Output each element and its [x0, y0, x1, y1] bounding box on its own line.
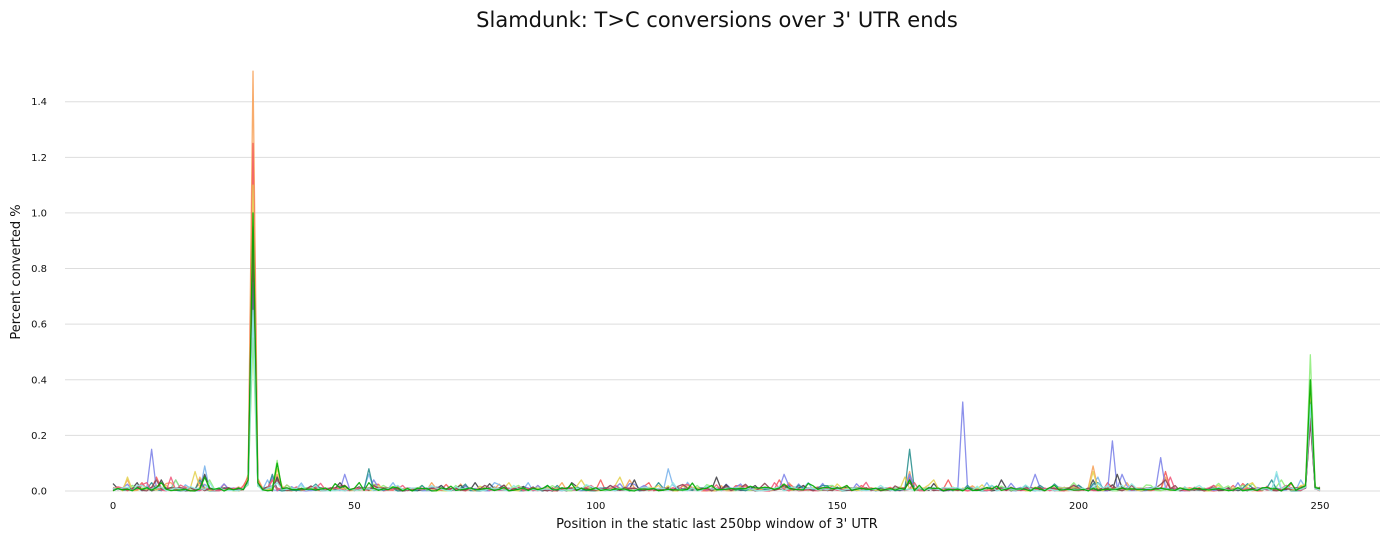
- series-line: [112, 309, 1321, 492]
- x-axis-label: Position in the static last 250bp window…: [556, 517, 878, 532]
- y-tick-label: 0.6: [31, 320, 47, 331]
- series-line: [112, 142, 1321, 492]
- x-tick-label: 150: [828, 501, 847, 512]
- series-line: [112, 281, 1321, 492]
- y-tick-label: 0.8: [31, 264, 47, 275]
- y-tick-label: 1.2: [31, 153, 47, 164]
- y-grid: [65, 101, 1380, 492]
- series-line: [112, 184, 1321, 492]
- x-tick-label: 250: [1310, 501, 1329, 512]
- x-tick-label: 200: [1069, 501, 1088, 512]
- series-line: [112, 212, 1321, 492]
- series-line: [112, 295, 1321, 492]
- series-line: [112, 70, 1321, 492]
- y-tick-label: 0.2: [31, 431, 47, 442]
- y-axis-label: Percent converted %: [9, 204, 24, 339]
- series-line: [112, 226, 1321, 492]
- x-tick-label: 0: [110, 501, 116, 512]
- x-tick-labels: 0 50 100 150 200 250: [110, 501, 1330, 512]
- y-tick-label: 0.0: [31, 487, 47, 498]
- series-group: [112, 70, 1321, 492]
- chart-title: Slamdunk: T>C conversions over 3' UTR en…: [476, 8, 958, 32]
- x-tick-label: 50: [348, 501, 361, 512]
- y-tick-label: 0.4: [31, 375, 47, 386]
- y-tick-labels: 0.0 0.2 0.4 0.6 0.8 1.0 1.2 1.4: [31, 97, 47, 497]
- series-line: [112, 337, 1321, 492]
- y-tick-label: 1.4: [31, 97, 47, 108]
- series-line: [112, 254, 1321, 492]
- x-tick-label: 100: [586, 501, 605, 512]
- y-tick-label: 1.0: [31, 208, 47, 219]
- series-line: [112, 240, 1321, 492]
